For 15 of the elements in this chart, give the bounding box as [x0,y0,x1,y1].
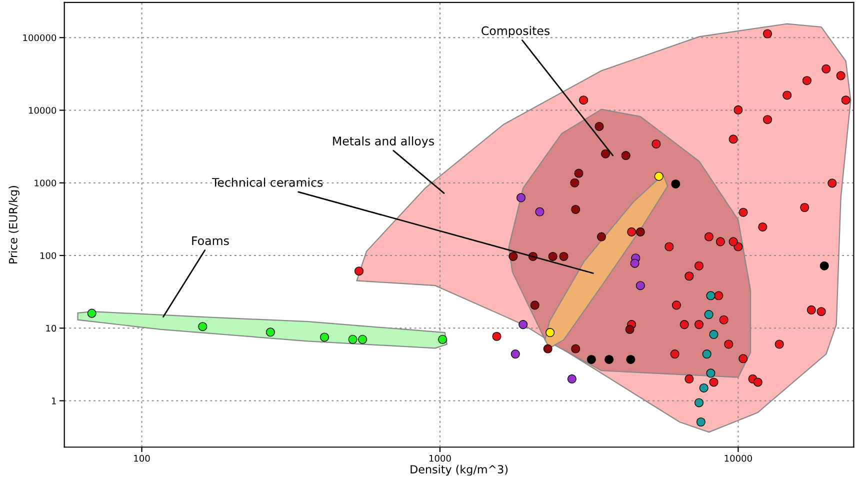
y-tick-label: 100000 [23,34,56,42]
x-tick-label: 10000 [724,454,752,462]
annotation: Technical ceramics [212,178,323,187]
y-axis-title: Price (EUR/kg) [8,186,20,264]
y-tick-label: 1 [52,398,56,404]
annotation: Foams [192,236,229,246]
x-axis-title: Density (kg/m^3) [410,464,508,476]
y-tick-label: 10 [46,324,56,332]
y-tick-label: 1000 [34,180,56,186]
y-tick-label: 100 [40,252,56,260]
annotation: Metals and alloys [333,136,434,148]
x-tick-label: 100 [134,454,150,462]
y-tick-label: 10000 [28,106,56,114]
annotation: Composites [482,26,550,38]
x-tick-label: 1000 [429,454,451,462]
